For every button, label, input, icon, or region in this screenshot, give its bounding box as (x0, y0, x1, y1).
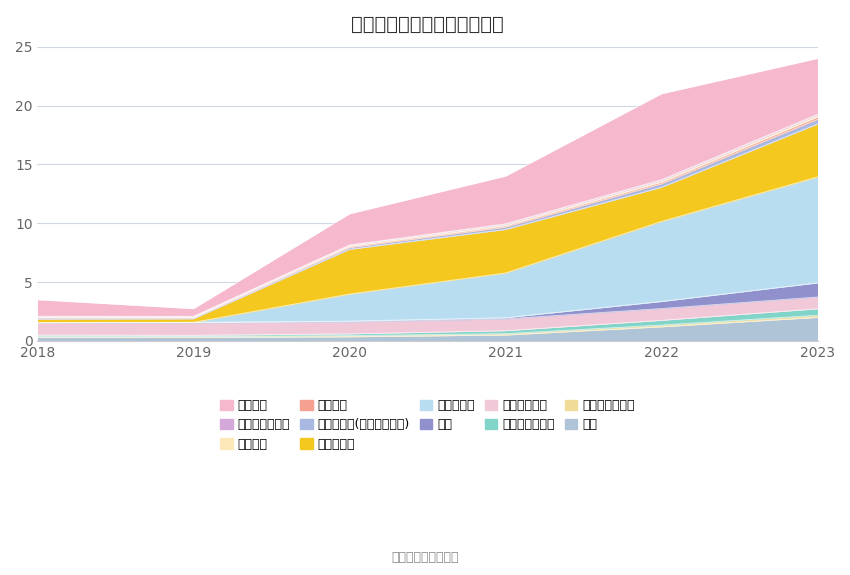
Title: 历年主要资产堆积图（亿元）: 历年主要资产堆积图（亿元） (351, 15, 504, 34)
Legend: 货币资金, 交易性金融资产, 应收账款, 预付款项, 其他应收款(含利息和股利), 长期应收款, 使用权资产, 商誉, 长期待摊费用, 递延所得税资产, 其他非: 货币资金, 交易性金融资产, 应收账款, 预付款项, 其他应收款(含利息和股利)… (215, 394, 640, 456)
Text: 数据来源：恒生聚源: 数据来源：恒生聚源 (391, 551, 459, 564)
